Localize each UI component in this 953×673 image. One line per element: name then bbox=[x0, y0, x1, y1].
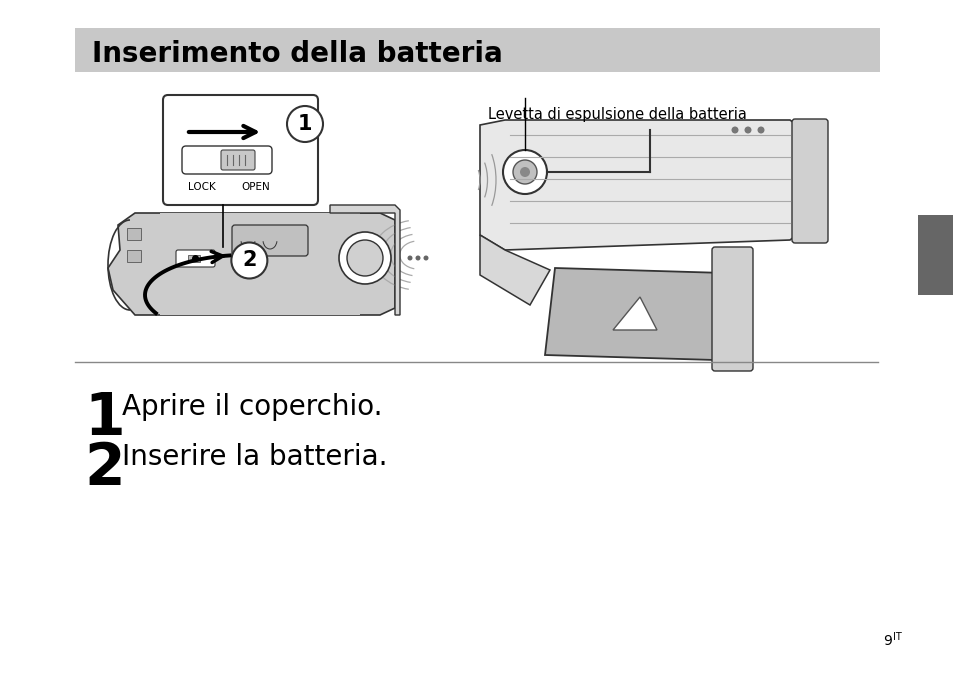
FancyBboxPatch shape bbox=[221, 150, 254, 170]
Text: 9: 9 bbox=[882, 634, 891, 648]
Circle shape bbox=[513, 160, 537, 184]
Text: 2: 2 bbox=[84, 440, 125, 497]
Circle shape bbox=[287, 106, 323, 142]
Text: Aprire il coperchio.: Aprire il coperchio. bbox=[122, 393, 382, 421]
Text: IT: IT bbox=[892, 632, 901, 642]
FancyBboxPatch shape bbox=[791, 119, 827, 243]
Text: Inserimento della batteria: Inserimento della batteria bbox=[91, 40, 502, 68]
Polygon shape bbox=[330, 205, 399, 315]
FancyBboxPatch shape bbox=[175, 250, 214, 267]
Text: LOCK: LOCK bbox=[188, 182, 215, 192]
Bar bbox=[917, 215, 953, 295]
Bar bbox=[127, 228, 141, 240]
Bar bbox=[127, 250, 141, 262]
Circle shape bbox=[519, 167, 530, 177]
FancyBboxPatch shape bbox=[232, 225, 308, 256]
Circle shape bbox=[347, 240, 382, 276]
Circle shape bbox=[338, 232, 391, 284]
Circle shape bbox=[416, 256, 420, 260]
Circle shape bbox=[731, 127, 738, 133]
Polygon shape bbox=[479, 120, 809, 250]
Text: Inserire la batteria.: Inserire la batteria. bbox=[122, 443, 387, 471]
Circle shape bbox=[423, 256, 428, 260]
FancyBboxPatch shape bbox=[711, 247, 752, 371]
Text: 2: 2 bbox=[242, 250, 256, 271]
Text: 1: 1 bbox=[297, 114, 312, 134]
Circle shape bbox=[757, 127, 763, 133]
Bar bbox=[160, 213, 359, 315]
Polygon shape bbox=[108, 213, 395, 315]
Bar bbox=[75, 28, 879, 72]
Polygon shape bbox=[479, 235, 550, 305]
Circle shape bbox=[232, 242, 267, 279]
Text: Levetta di espulsione della batteria: Levetta di espulsione della batteria bbox=[488, 107, 746, 122]
Circle shape bbox=[743, 127, 751, 133]
Circle shape bbox=[502, 150, 546, 194]
Text: 1: 1 bbox=[84, 390, 125, 447]
Bar bbox=[188, 255, 200, 262]
FancyBboxPatch shape bbox=[163, 95, 317, 205]
Polygon shape bbox=[544, 268, 724, 360]
Polygon shape bbox=[613, 297, 657, 330]
Text: OPEN: OPEN bbox=[241, 182, 270, 192]
FancyBboxPatch shape bbox=[182, 146, 272, 174]
Circle shape bbox=[407, 256, 412, 260]
